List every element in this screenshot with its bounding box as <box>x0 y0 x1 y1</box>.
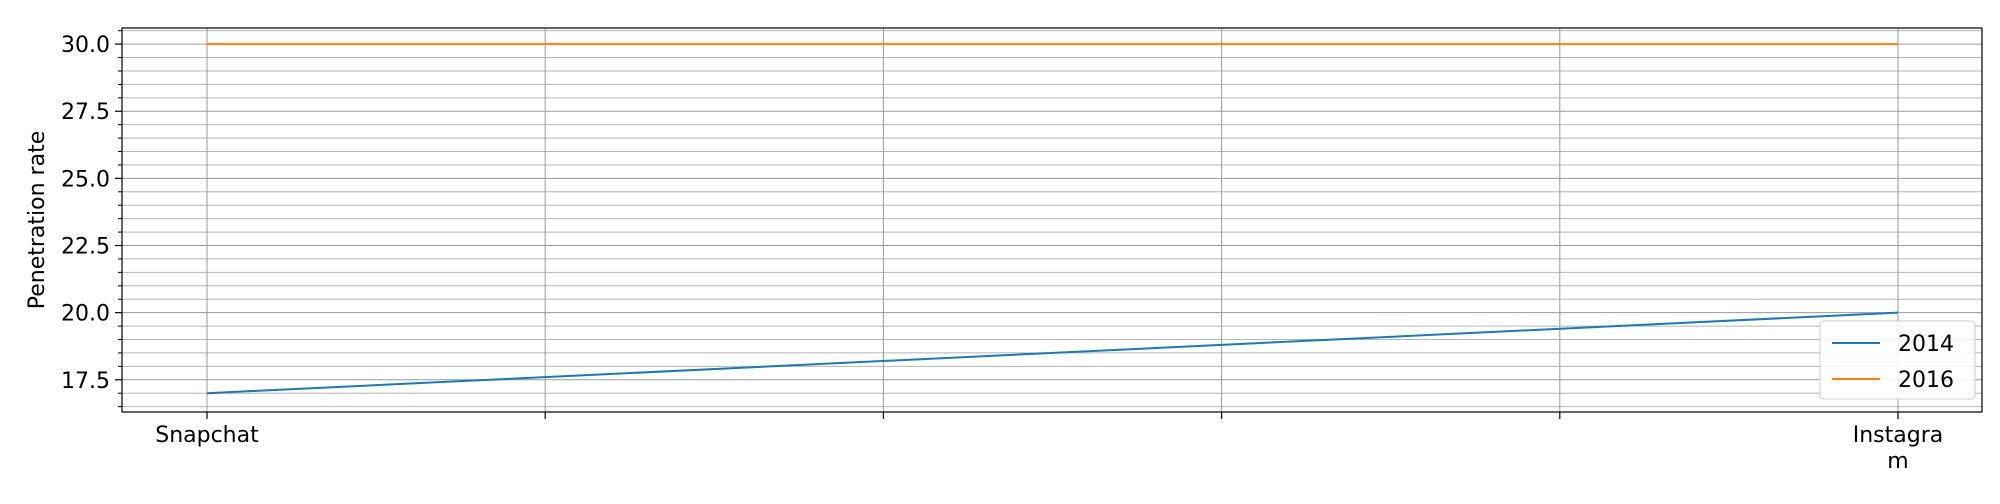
y-axis-label: Penetration rate <box>25 131 50 309</box>
y-tick-label: 27.5 <box>61 100 110 125</box>
x-tick-label: m <box>1887 449 1908 474</box>
legend-label-2014: 2014 <box>1898 332 1954 357</box>
series-line-2014 <box>206 311 1899 395</box>
x-tick-label: Snapchat <box>155 423 259 448</box>
y-tick-label: 25.0 <box>61 167 110 192</box>
y-tick-labels: 17.5 20.0 22.5 25.0 27.5 30.0 <box>61 33 110 394</box>
legend-label-2016: 2016 <box>1898 368 1954 393</box>
series-lines <box>206 43 1899 395</box>
y-tick-label: 22.5 <box>61 235 110 260</box>
y-tick-label: 17.5 <box>61 369 110 394</box>
y-tick-label: 30.0 <box>61 33 110 58</box>
x-tick-label: Instagra <box>1853 423 1944 448</box>
y-tick-label: 20.0 <box>61 302 110 327</box>
legend: 2014 2016 <box>1819 320 1976 400</box>
grid-lines <box>122 28 1982 412</box>
axis-ticks <box>115 30 1899 419</box>
plot-frame <box>121 27 1983 413</box>
